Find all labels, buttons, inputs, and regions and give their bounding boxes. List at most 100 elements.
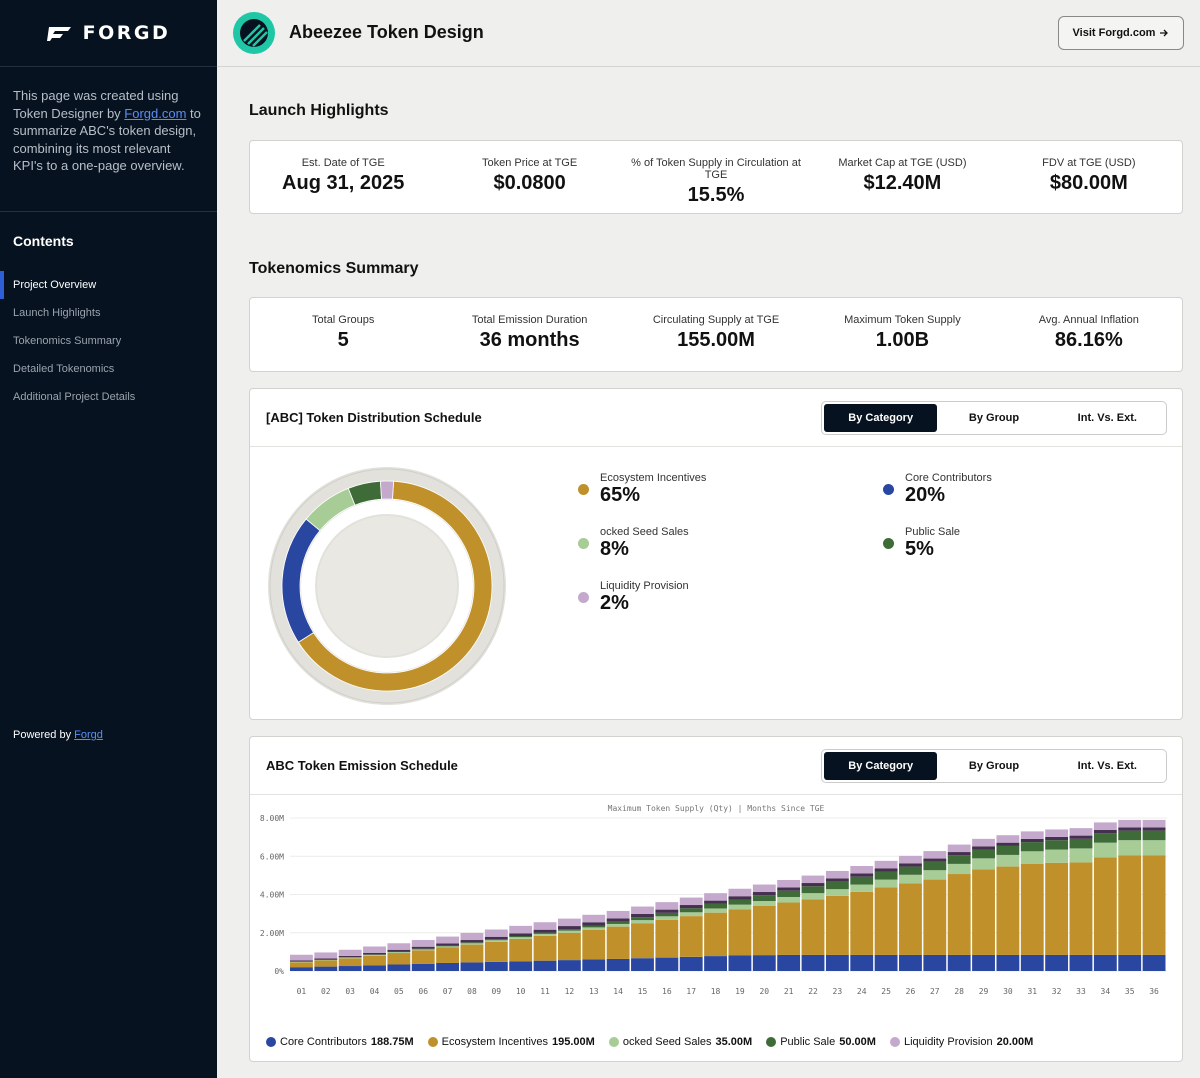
bar-segment-ocked-seed-sales[interactable] (972, 858, 995, 870)
bar-segment-core-contributors[interactable] (825, 954, 849, 971)
bar-segment-ocked-seed-sales[interactable] (484, 940, 508, 942)
bar-segment-liquidity-provision[interactable] (655, 902, 679, 910)
bar-segment-public-sale[interactable] (1045, 840, 1069, 850)
bar-segment-public-sale[interactable] (679, 908, 703, 913)
bar-segment-lower-band[interactable] (363, 952, 386, 955)
bar-segment-public-sale[interactable] (557, 929, 581, 931)
bar-segment-ecosystem-incentives[interactable] (631, 923, 654, 959)
bar-segment-lower-band[interactable] (533, 929, 557, 933)
bar-segment-ecosystem-incentives[interactable] (850, 891, 874, 955)
bar-segment-ecosystem-incentives[interactable] (484, 941, 508, 962)
bar-segment-public-sale[interactable] (923, 861, 947, 871)
bar-segment-liquidity-provision[interactable] (1069, 828, 1093, 836)
bar-segment-liquidity-provision[interactable] (972, 838, 995, 847)
bar-segment-lower-band[interactable] (752, 892, 776, 896)
bar-segment-public-sale[interactable] (606, 921, 630, 924)
bar-segment-liquidity-provision[interactable] (996, 835, 1020, 843)
bar-segment-core-contributors[interactable] (411, 963, 435, 971)
bar-segment-core-contributors[interactable] (655, 957, 679, 971)
bar-segment-public-sale[interactable] (825, 881, 849, 890)
donut-slice-liquidity-provision[interactable] (379, 480, 395, 500)
tab-by-category[interactable]: By Category (824, 752, 938, 780)
bar-segment-core-contributors[interactable] (679, 956, 703, 971)
bar-segment-ecosystem-incentives[interactable] (874, 887, 898, 955)
bar-segment-liquidity-provision[interactable] (338, 949, 362, 956)
bar-segment-ecosystem-incentives[interactable] (947, 874, 971, 955)
bar-segment-liquidity-provision[interactable] (1118, 819, 1142, 828)
nav-additional-project-details[interactable]: Additional Project Details (13, 391, 136, 403)
bar-segment-core-contributors[interactable] (1045, 954, 1069, 971)
bar-segment-ecosystem-incentives[interactable] (509, 938, 533, 962)
bar-segment-liquidity-provision[interactable] (728, 888, 752, 897)
bar-segment-ocked-seed-sales[interactable] (606, 923, 630, 927)
bar-segment-liquidity-provision[interactable] (1093, 822, 1117, 830)
bar-segment-core-contributors[interactable] (314, 966, 338, 971)
bar-segment-ecosystem-incentives[interactable] (728, 909, 752, 956)
bar-segment-lower-band[interactable] (1020, 838, 1044, 843)
bar-segment-lower-band[interactable] (460, 940, 484, 943)
bar-segment-core-contributors[interactable] (557, 960, 581, 971)
bar-segment-core-contributors[interactable] (850, 954, 874, 971)
bar-segment-liquidity-provision[interactable] (825, 870, 849, 879)
bar-segment-lower-band[interactable] (290, 960, 313, 962)
bar-segment-ecosystem-incentives[interactable] (436, 947, 460, 963)
bar-segment-ecosystem-incentives[interactable] (996, 866, 1020, 955)
bar-segment-ocked-seed-sales[interactable] (655, 916, 679, 920)
bar-segment-core-contributors[interactable] (509, 961, 533, 971)
bar-segment-ecosystem-incentives[interactable] (1020, 863, 1044, 955)
tab-int-vs-ext[interactable]: Int. Vs. Ext. (1077, 760, 1137, 772)
bar-segment-lower-band[interactable] (1069, 835, 1093, 839)
bar-segment-ocked-seed-sales[interactable] (290, 961, 313, 963)
bar-segment-public-sale[interactable] (509, 936, 533, 938)
bar-segment-core-contributors[interactable] (582, 959, 606, 971)
bar-segment-core-contributors[interactable] (1020, 954, 1044, 971)
bar-segment-ocked-seed-sales[interactable] (947, 863, 971, 875)
bar-segment-liquidity-provision[interactable] (777, 879, 801, 888)
bar-segment-public-sale[interactable] (874, 871, 898, 880)
brand-logo[interactable]: FORGD (0, 0, 217, 67)
bar-segment-core-contributors[interactable] (290, 967, 313, 971)
bar-segment-ecosystem-incentives[interactable] (777, 902, 801, 955)
bar-segment-lower-band[interactable] (557, 926, 581, 930)
bar-segment-core-contributors[interactable] (1093, 954, 1117, 971)
bar-segment-public-sale[interactable] (947, 855, 971, 864)
bar-segment-ocked-seed-sales[interactable] (825, 889, 849, 896)
bar-segment-lower-band[interactable] (1118, 827, 1142, 831)
bar-segment-ecosystem-incentives[interactable] (655, 919, 679, 958)
bar-segment-ocked-seed-sales[interactable] (1118, 840, 1142, 856)
bar-segment-lower-band[interactable] (411, 946, 435, 949)
bar-segment-public-sale[interactable] (850, 876, 874, 885)
bar-segment-ecosystem-incentives[interactable] (923, 879, 947, 955)
bar-segment-public-sale[interactable] (752, 895, 776, 902)
bar-segment-ocked-seed-sales[interactable] (752, 901, 776, 906)
bar-segment-public-sale[interactable] (1069, 838, 1093, 849)
bar-segment-public-sale[interactable] (582, 925, 606, 928)
bar-segment-lower-band[interactable] (484, 936, 508, 940)
bar-segment-ocked-seed-sales[interactable] (1069, 848, 1093, 863)
bar-segment-core-contributors[interactable] (947, 954, 971, 971)
bar-segment-ocked-seed-sales[interactable] (996, 854, 1020, 867)
bar-segment-liquidity-provision[interactable] (801, 875, 825, 884)
bar-segment-lower-band[interactable] (655, 909, 679, 913)
bar-segment-ecosystem-incentives[interactable] (704, 912, 727, 957)
bar-segment-public-sale[interactable] (655, 912, 679, 917)
bar-segment-public-sale[interactable] (728, 899, 752, 905)
bar-segment-lower-band[interactable] (801, 883, 825, 887)
bar-segment-ocked-seed-sales[interactable] (338, 957, 362, 959)
donut-slice-ecosystem-incentives[interactable] (297, 480, 493, 692)
bar-segment-liquidity-provision[interactable] (704, 893, 727, 901)
bar-segment-liquidity-provision[interactable] (290, 954, 313, 961)
bar-segment-liquidity-provision[interactable] (923, 851, 947, 859)
bar-segment-public-sale[interactable] (387, 951, 411, 953)
bar-segment-ecosystem-incentives[interactable] (460, 944, 484, 963)
bar-segment-lower-band[interactable] (314, 958, 338, 960)
bar-segment-liquidity-provision[interactable] (874, 860, 898, 869)
bar-segment-ecosystem-incentives[interactable] (825, 895, 849, 955)
bar-segment-public-sale[interactable] (899, 866, 922, 875)
bar-segment-ecosystem-incentives[interactable] (679, 916, 703, 957)
bar-segment-ecosystem-incentives[interactable] (533, 935, 557, 961)
bar-segment-ocked-seed-sales[interactable] (411, 949, 435, 951)
bar-segment-ecosystem-incentives[interactable] (290, 962, 313, 968)
bar-segment-ecosystem-incentives[interactable] (582, 929, 606, 960)
bar-segment-public-sale[interactable] (436, 945, 460, 947)
